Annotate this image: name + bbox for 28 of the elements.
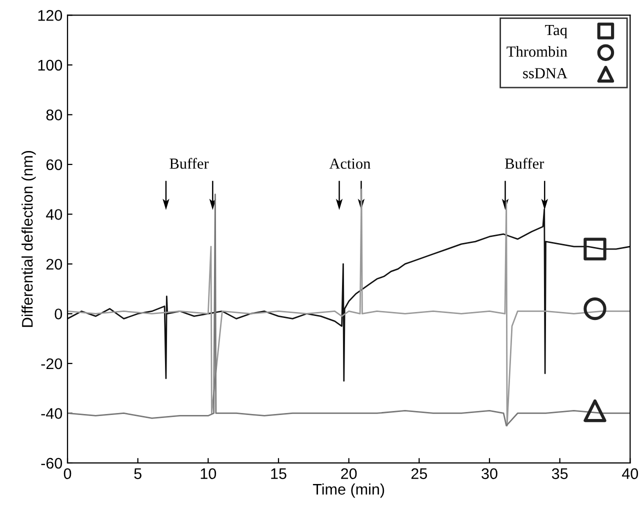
y-axis-title: Differential deflection (nm) <box>22 151 36 327</box>
x-tick-label: 30 <box>482 468 498 480</box>
y-tick-label: 40 <box>46 209 62 220</box>
x-axis-title: Time (min) <box>312 483 384 498</box>
x-tick-label: 15 <box>271 468 286 480</box>
legend-label: Taq <box>545 25 568 38</box>
legend-label: ssDNA <box>523 68 568 78</box>
y-tick-label: 60 <box>46 159 62 170</box>
annotation: Buffer <box>505 158 544 169</box>
y-tick-label: 0 <box>54 308 62 320</box>
annotation: Buffer <box>170 158 209 169</box>
y-tick-label: 20 <box>46 258 62 270</box>
y-tick-label: 100 <box>38 60 62 71</box>
y-tick-label: -40 <box>41 408 62 419</box>
y-tick-label: -60 <box>41 458 62 469</box>
x-tick-label: 25 <box>411 468 428 480</box>
x-tick-label: 10 <box>200 468 216 480</box>
x-tick-label: 40 <box>622 468 638 480</box>
x-tick-label: 20 <box>341 468 357 480</box>
legend-label: Thrombin <box>506 46 568 57</box>
y-tick-label: 80 <box>46 110 62 120</box>
y-tick-label: -20 <box>41 358 62 370</box>
x-tick-label: 5 <box>134 468 142 480</box>
y-tick-label: 120 <box>38 10 62 21</box>
x-tick-label: 0 <box>64 468 72 480</box>
line-series <box>68 208 630 382</box>
x-tick-label: 35 <box>552 468 568 480</box>
annotation: Action <box>329 158 371 169</box>
